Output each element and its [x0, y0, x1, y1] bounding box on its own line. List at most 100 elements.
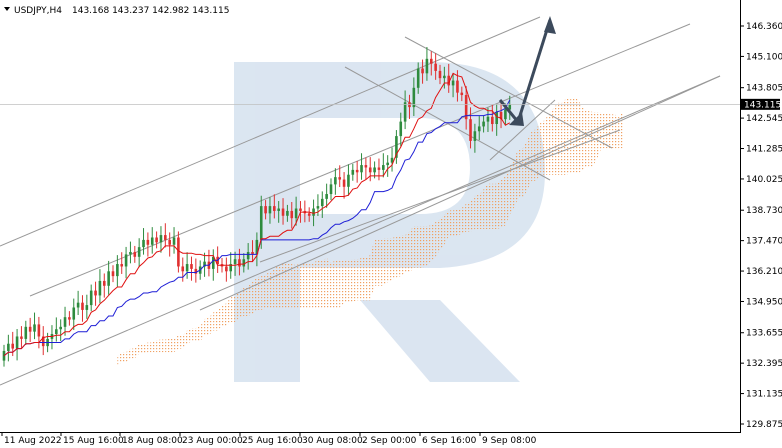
- candle-body: [460, 92, 464, 96]
- cloud-segment: [243, 286, 249, 316]
- candle-body: [386, 162, 389, 166]
- candle-body: [159, 235, 163, 243]
- cloud-segment: [169, 338, 175, 353]
- candle-body: [246, 251, 250, 260]
- candle-body: [41, 336, 45, 347]
- cloud-segment: [156, 339, 161, 353]
- cloud-segment: [466, 201, 471, 232]
- candle-body: [482, 121, 485, 127]
- candle-body: [225, 266, 228, 272]
- candle-body: [486, 116, 490, 122]
- cloud-segment: [549, 108, 554, 175]
- cloud-segment: [352, 259, 358, 302]
- price-tick-label: 134.950: [746, 297, 782, 307]
- cloud-segment: [178, 335, 183, 349]
- candle-body: [403, 102, 407, 122]
- candle-body: [120, 264, 124, 267]
- time-tick-label: 25 Aug 16:00: [242, 436, 303, 446]
- cloud-segment: [474, 194, 480, 230]
- candle-body: [98, 280, 102, 296]
- cloud-segment: [501, 176, 506, 228]
- cloud-segment: [130, 348, 135, 359]
- candle-body: [307, 213, 311, 216]
- trend-line: [344, 66, 551, 181]
- candle-body: [347, 174, 350, 187]
- candle-body: [268, 206, 272, 214]
- price-tick-label: 140.025: [746, 175, 782, 185]
- dropdown-triangle-icon[interactable]: [4, 7, 10, 11]
- cloud-segment: [570, 96, 576, 173]
- candle-body: [203, 261, 206, 267]
- candle-body: [137, 247, 141, 257]
- candle-body: [377, 167, 381, 170]
- candle-body: [190, 264, 193, 269]
- cloud-segment: [121, 352, 127, 362]
- candle-body: [325, 194, 328, 199]
- cloud-segment: [134, 343, 140, 359]
- price-tick-label: 138.730: [746, 206, 782, 216]
- time-tick-label: 18 Aug 08:00: [122, 436, 183, 446]
- candle-body: [429, 58, 433, 64]
- candle-body: [373, 167, 376, 173]
- candle-body: [273, 206, 276, 211]
- candle-body: [33, 324, 36, 332]
- candle-body: [360, 165, 363, 173]
- cloud-segment: [405, 231, 410, 273]
- candle-body: [464, 95, 468, 120]
- trend-line: [259, 129, 621, 263]
- cloud-segment: [213, 310, 218, 331]
- candle-body: [81, 302, 84, 310]
- cloud-segment: [317, 260, 323, 308]
- cloud-segment: [400, 235, 406, 277]
- price-tick-label: 143.805: [746, 84, 782, 94]
- candle-body: [290, 210, 294, 219]
- symbol-label: USDJPY,H4: [14, 6, 62, 16]
- cloud-segment: [487, 183, 493, 230]
- cloud-segment: [440, 214, 445, 250]
- cloud-segment: [117, 352, 122, 366]
- candle-body: [382, 165, 385, 170]
- cloud-segment: [588, 110, 593, 167]
- cloud-segment: [304, 262, 310, 308]
- cloud-segment: [331, 260, 336, 308]
- chart-header: USDJPY,H4 143.168 143.237 142.982 143.11…: [4, 6, 229, 16]
- candle-body: [294, 208, 298, 219]
- cloud-segment: [383, 238, 388, 286]
- time-tick-label: 11 Aug 2022: [4, 436, 62, 446]
- candle-body: [299, 208, 302, 211]
- cloud-segment: [335, 260, 340, 308]
- trend-line: [0, 75, 721, 386]
- candle-body: [416, 68, 420, 88]
- candle-body: [434, 63, 437, 71]
- cloud-segment: [522, 140, 528, 198]
- candle-body: [63, 317, 67, 327]
- candle-body: [242, 259, 246, 267]
- cloud-segment: [261, 274, 266, 310]
- cloud-segment: [226, 297, 231, 326]
- cloud-segment: [344, 259, 349, 303]
- cloud-segment: [418, 226, 423, 268]
- current-price-marker: 143.115: [0, 98, 781, 110]
- candle-body: [142, 239, 145, 248]
- cloud-segment: [518, 148, 523, 198]
- cloud-segment: [287, 263, 292, 308]
- candle-body: [395, 136, 398, 158]
- candle-body: [15, 336, 19, 349]
- cloud-segment: [505, 165, 510, 226]
- candle-body: [364, 165, 368, 168]
- cloud-segment: [283, 263, 288, 308]
- candle-body: [94, 290, 97, 296]
- candle-body: [277, 208, 280, 211]
- candle-body: [320, 198, 324, 207]
- candle-body: [177, 237, 180, 267]
- candle-body: [491, 116, 494, 125]
- candle-body: [447, 75, 451, 86]
- candle-body: [412, 87, 416, 108]
- ichimoku-lines: [3, 72, 511, 357]
- cloud-segment: [265, 271, 270, 309]
- candle-body: [508, 104, 512, 110]
- candle-body: [164, 235, 167, 240]
- cloud-segment: [300, 262, 305, 308]
- cloud-segment: [601, 112, 606, 149]
